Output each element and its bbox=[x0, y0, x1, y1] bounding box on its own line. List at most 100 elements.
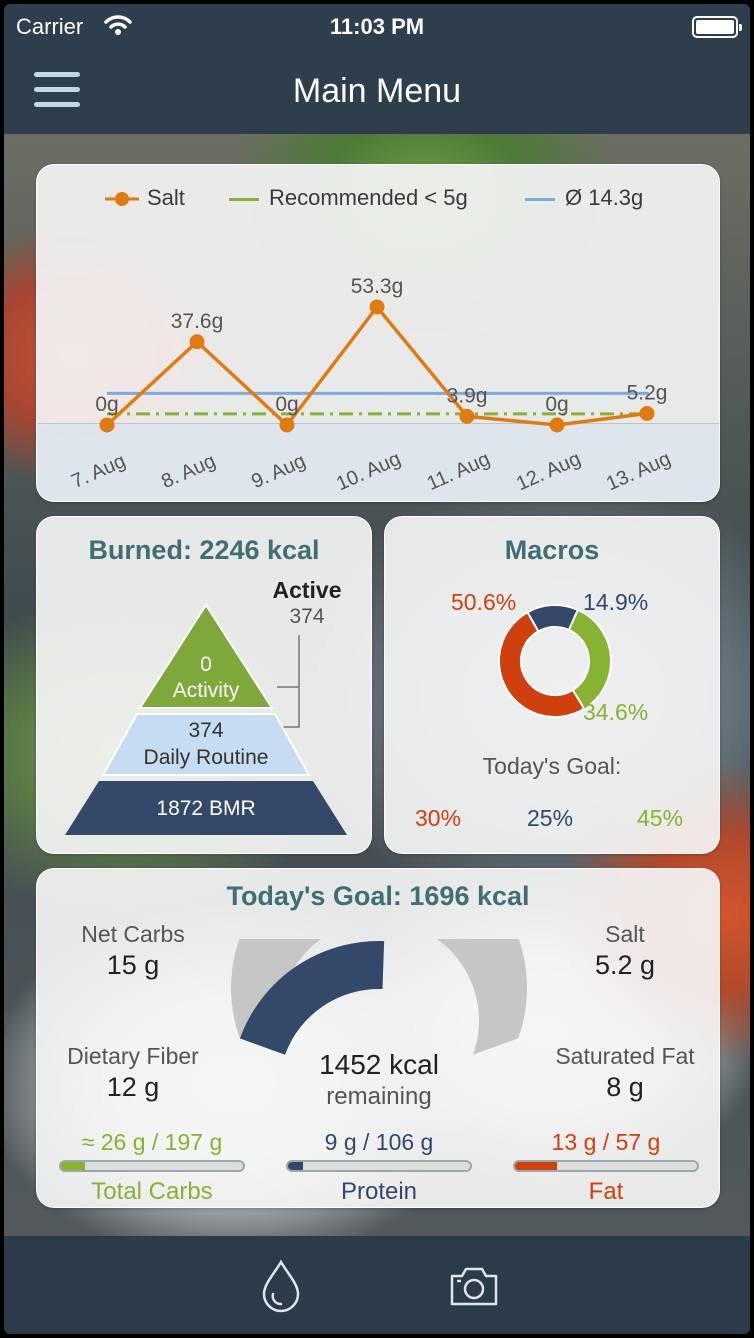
legend-recommended-marker bbox=[229, 198, 259, 201]
active-value: 374 bbox=[289, 605, 325, 628]
pyramid-activity-segment bbox=[138, 603, 274, 709]
dietary-fiber-label: Dietary Fiber bbox=[67, 1043, 199, 1069]
goal-carbs-percentage: 30% bbox=[415, 805, 462, 831]
wifi-icon bbox=[104, 15, 132, 35]
burned-card[interactable]: Burned: 2246 kcal Active 374 0 Activity … bbox=[36, 516, 372, 854]
activity-value: 0 bbox=[200, 653, 212, 676]
salt-data-point[interactable] bbox=[189, 334, 205, 350]
total-carbs-track bbox=[59, 1160, 245, 1172]
page-title: Main Menu bbox=[292, 72, 462, 110]
legend-average: Ø 14.3g bbox=[565, 185, 644, 210]
x-tick-label: 12. Aug bbox=[513, 448, 584, 496]
fat-progress: 13 g / 57 g Fat bbox=[511, 1129, 701, 1206]
salt-data-point[interactable] bbox=[99, 417, 115, 433]
salt-data-label: 0g bbox=[95, 393, 118, 416]
salt-data-point[interactable] bbox=[369, 299, 385, 315]
macros-goal-label: Today's Goal: bbox=[482, 753, 622, 779]
clock: 11:03 PM bbox=[329, 14, 425, 39]
salt-value: 5.2 g bbox=[594, 950, 656, 980]
tab-bar bbox=[4, 1236, 750, 1334]
chart-x-band bbox=[37, 423, 719, 501]
salt-label: Salt bbox=[605, 921, 645, 947]
donut-slice-carbs bbox=[498, 610, 586, 719]
battery-icon bbox=[692, 16, 742, 38]
saturated-fat-label: Saturated Fat bbox=[555, 1043, 695, 1069]
net-carbs-stat: Net Carbs 15 g bbox=[33, 921, 233, 981]
total-carbs-fill bbox=[61, 1162, 85, 1170]
fat-fill bbox=[515, 1162, 557, 1170]
active-bracket bbox=[277, 635, 300, 728]
app-screen: Carrier 11:03 PM Main Menu Salt Recommen… bbox=[4, 4, 750, 1334]
goal-protein-percentage: 25% bbox=[527, 805, 574, 831]
gauge-consumed-arc bbox=[239, 941, 385, 1055]
fat-track bbox=[513, 1160, 699, 1172]
x-tick-label: 10. Aug bbox=[333, 448, 404, 496]
pyramid-bmr-segment bbox=[65, 781, 347, 835]
remaining-kcal-label: remaining bbox=[326, 1083, 432, 1110]
salt-data-label: 53.3g bbox=[351, 275, 404, 298]
salt-data-point[interactable] bbox=[459, 408, 475, 424]
macros-donut bbox=[498, 604, 612, 719]
water-drop-icon[interactable] bbox=[256, 1258, 306, 1314]
saturated-fat-value: 8 g bbox=[606, 1072, 644, 1102]
nav-bar: Main Menu bbox=[4, 48, 750, 134]
dietary-fiber-stat: Dietary Fiber 12 g bbox=[33, 1043, 233, 1103]
dietary-fiber-value: 12 g bbox=[106, 1072, 160, 1102]
salt-data-label: 37.6g bbox=[171, 310, 224, 333]
salt-chart-card[interactable]: Salt Recommended < 5g Ø 14.3g 0g 7. Aug 37… bbox=[36, 164, 720, 502]
x-tick-label: 7. Aug bbox=[68, 450, 129, 493]
protein-label: Protein bbox=[340, 1178, 418, 1205]
salt-data-point[interactable] bbox=[549, 417, 565, 433]
salt-data-point[interactable] bbox=[639, 405, 655, 421]
net-carbs-label: Net Carbs bbox=[81, 921, 185, 947]
protein-percentage: 14.9% bbox=[583, 589, 649, 615]
x-tick-label: 13. Aug bbox=[603, 448, 674, 496]
salt-data-point[interactable] bbox=[279, 417, 295, 433]
daily-goal-card[interactable]: Today's Goal: 1696 kcal Net Carbs 15 g S… bbox=[36, 868, 720, 1208]
legend-average-marker bbox=[525, 198, 555, 201]
protein-fill bbox=[288, 1162, 304, 1170]
remaining-kcal-value: 1452 kcal bbox=[319, 1049, 439, 1080]
salt-data-label: 3.9g bbox=[447, 384, 488, 407]
total-carbs-label: Total Carbs bbox=[91, 1178, 213, 1205]
carrier-label: Carrier bbox=[16, 14, 84, 39]
food-background-image: Salt Recommended < 5g Ø 14.3g 0g 7. Aug 37… bbox=[4, 134, 750, 1236]
pyramid-routine-segment bbox=[101, 713, 311, 776]
protein-track bbox=[286, 1160, 472, 1172]
salt-stat: Salt 5.2 g bbox=[525, 921, 725, 981]
legend-salt: Salt bbox=[147, 185, 185, 210]
bmr-label: 1872 BMR bbox=[156, 797, 256, 820]
salt-data-label: 0g bbox=[275, 393, 298, 416]
fat-label: Fat bbox=[588, 1178, 624, 1205]
calorie-gauge bbox=[231, 939, 527, 1055]
net-carbs-value: 15 g bbox=[106, 950, 160, 980]
salt-data-label: 0g bbox=[545, 393, 568, 416]
burned-title: Burned: 2246 kcal bbox=[88, 535, 320, 565]
legend-recommended: Recommended < 5g bbox=[269, 185, 468, 210]
status-bar: Carrier 11:03 PM bbox=[4, 4, 750, 48]
saturated-fat-stat: Saturated Fat 8 g bbox=[525, 1043, 725, 1103]
active-label: Active bbox=[272, 577, 342, 603]
protein-progress: 9 g / 106 g Protein bbox=[284, 1129, 474, 1206]
routine-value: 374 bbox=[188, 719, 224, 742]
activity-label: Activity bbox=[172, 679, 240, 702]
carbs-percentage: 50.6% bbox=[451, 589, 517, 615]
macros-title: Macros bbox=[504, 535, 600, 565]
goal-fat-percentage: 45% bbox=[637, 805, 684, 831]
macros-card[interactable]: Macros 50.6% 14.9% 34.6% Today's Goal: 3… bbox=[384, 516, 720, 854]
routine-label: Daily Routine bbox=[143, 746, 269, 769]
protein-amount: 9 g / 106 g bbox=[324, 1129, 434, 1155]
x-tick-label: 9. Aug bbox=[248, 450, 309, 493]
legend-salt-marker bbox=[105, 192, 139, 206]
hamburger-menu-icon[interactable] bbox=[34, 70, 82, 110]
salt-data-label: 5.2g bbox=[627, 381, 668, 404]
total-carbs-amount: ≈ 26 g / 197 g bbox=[81, 1129, 223, 1155]
x-tick-label: 11. Aug bbox=[424, 448, 494, 495]
fat-amount: 13 g / 57 g bbox=[551, 1129, 661, 1155]
total-carbs-progress: ≈ 26 g / 197 g Total Carbs bbox=[57, 1129, 247, 1206]
x-tick-label: 8. Aug bbox=[158, 450, 219, 493]
salt-line-chart: 0g 7. Aug 37.6g 8. Aug 0g 9. Aug 53.3g 10. Aug 3… bbox=[68, 275, 674, 496]
energy-pyramid bbox=[65, 603, 347, 835]
camera-icon[interactable] bbox=[446, 1258, 502, 1314]
daily-goal-title: Today's Goal: 1696 kcal bbox=[226, 881, 530, 911]
